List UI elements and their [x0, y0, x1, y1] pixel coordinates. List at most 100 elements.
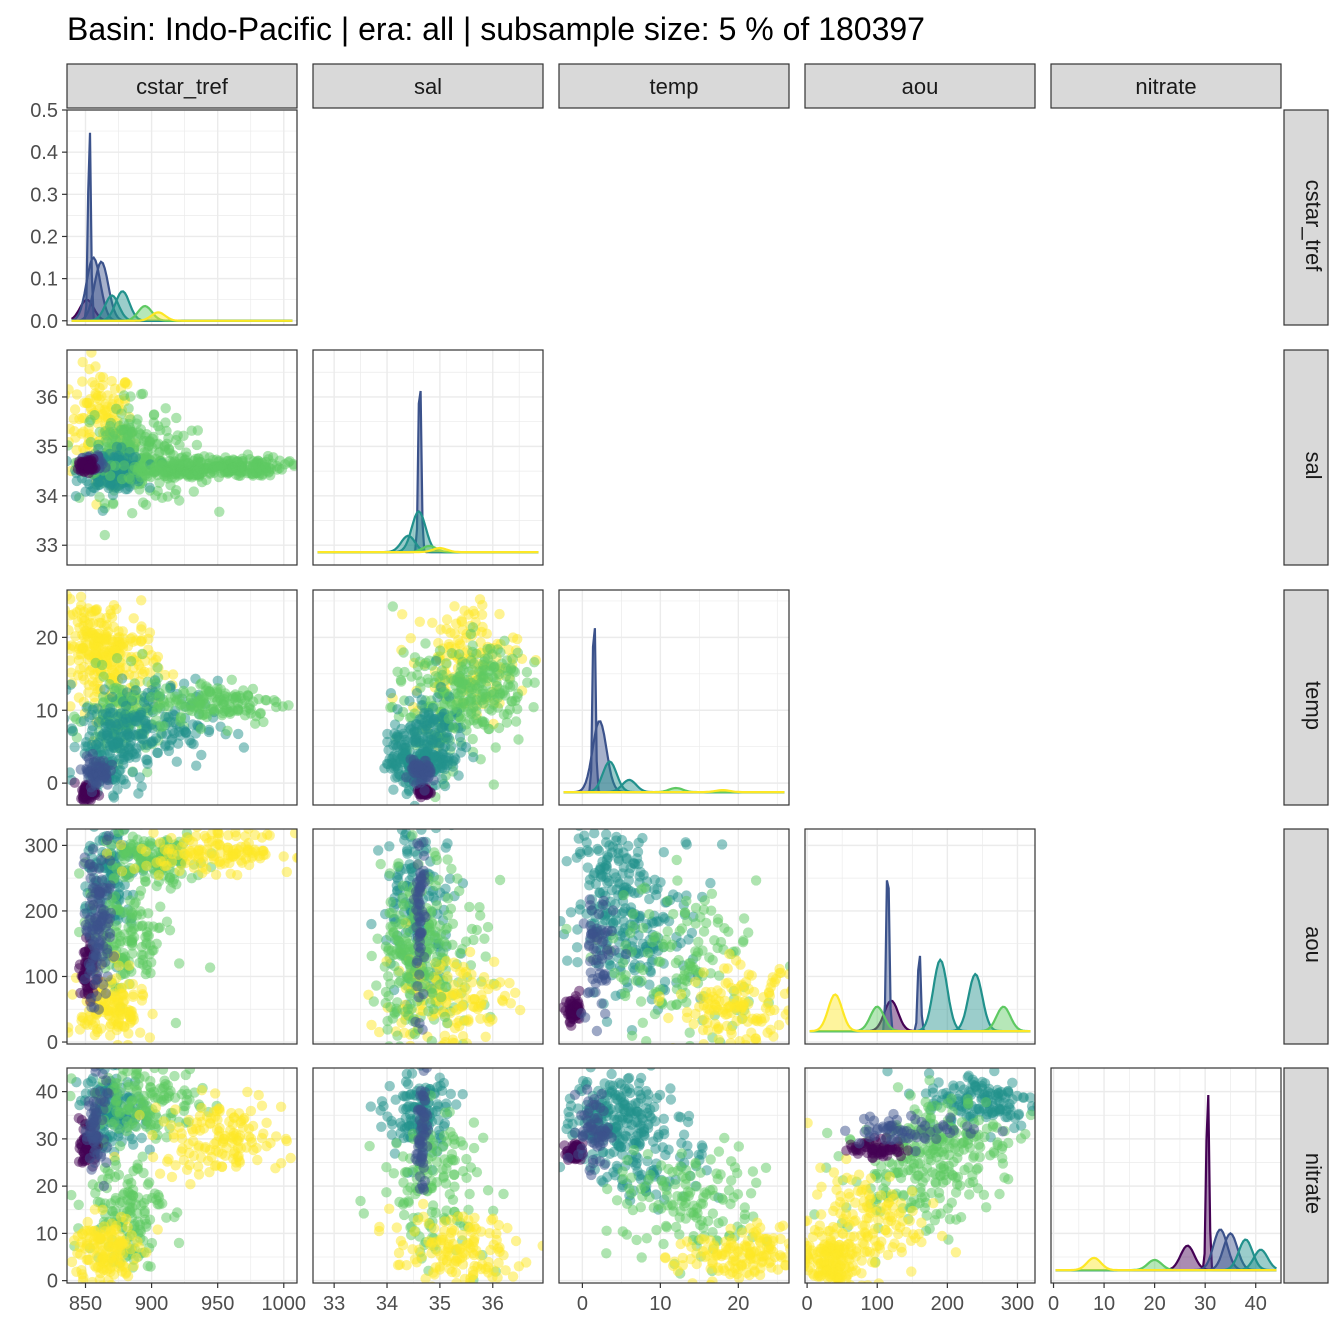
scatter-point — [167, 669, 179, 680]
scatter-point — [99, 771, 111, 782]
scatter-point — [476, 979, 488, 990]
scatter-point — [601, 829, 612, 840]
scatter-point — [228, 845, 239, 856]
scatter-point — [293, 852, 297, 863]
scatter-point — [443, 713, 454, 724]
scatter-point — [501, 717, 512, 728]
scatter-point — [102, 971, 113, 982]
scatter-point — [384, 1041, 394, 1044]
scatter-point — [126, 692, 137, 703]
scatter-point — [214, 462, 225, 473]
scatter-point — [395, 1045, 405, 1055]
scatter-point — [400, 863, 412, 874]
scatter-point — [784, 961, 789, 972]
scatter-point — [610, 990, 621, 1001]
scatter-point — [505, 998, 516, 1009]
scatter-point — [136, 995, 148, 1006]
scatter-point — [412, 955, 423, 966]
scatter-point — [112, 1039, 123, 1044]
strip-background — [558, 63, 790, 109]
scatter-point — [620, 817, 630, 827]
scatter-point — [698, 1039, 709, 1044]
scatter-point — [116, 982, 128, 993]
scatter-point — [78, 443, 89, 454]
scatter-point — [447, 918, 459, 929]
scatter-point — [163, 711, 174, 723]
scatter-point — [620, 970, 631, 981]
scatter-point — [69, 741, 80, 753]
scatter-point — [93, 898, 104, 909]
scatter-point — [228, 693, 239, 704]
scatter-point — [488, 688, 500, 699]
scatter-point — [147, 433, 158, 444]
panel-temp-vs-temp — [558, 589, 790, 806]
scatter-point — [499, 690, 511, 701]
scatter-point — [383, 744, 394, 756]
scatter-point — [174, 958, 185, 969]
scatter-point — [253, 462, 264, 473]
scatter-point — [125, 414, 136, 425]
scatter-point — [135, 424, 146, 435]
scatter-point — [401, 932, 413, 943]
scatter-point — [109, 991, 121, 1002]
scatter-point — [178, 430, 189, 441]
scatter-point — [186, 425, 197, 436]
scatter-point — [589, 829, 600, 839]
scatter-point — [161, 860, 172, 871]
scatter-point — [441, 658, 452, 669]
scatter-point — [405, 990, 416, 1001]
scatter-point — [634, 962, 646, 973]
scatter-point — [169, 728, 180, 739]
scatter-point — [83, 463, 95, 474]
scatter-point — [387, 601, 398, 612]
scatter-point — [155, 901, 166, 912]
scatter-point — [642, 947, 654, 959]
scatter-point — [161, 916, 173, 927]
scatter-point — [442, 971, 453, 982]
scatter-point — [436, 991, 447, 1003]
scatter-point — [431, 956, 442, 968]
scatter-point — [674, 925, 685, 937]
scatter-point — [192, 829, 203, 833]
scatter-point — [474, 902, 485, 913]
scatter-point — [90, 657, 101, 669]
scatter-point — [119, 906, 130, 918]
strip-label: sal — [1301, 451, 1326, 479]
scatter-point — [262, 829, 273, 840]
scatter-point — [477, 716, 488, 728]
scatter-point — [504, 977, 515, 989]
scatter-point — [138, 734, 149, 745]
scatter-point — [574, 846, 586, 858]
scatter-point — [446, 741, 457, 752]
scatter-point — [386, 907, 397, 918]
scatter-point — [100, 817, 110, 827]
scatter-point — [408, 894, 420, 905]
scatter-point — [141, 721, 152, 732]
scatter-point — [414, 616, 425, 627]
scatter-point — [617, 957, 629, 968]
scatter-point — [414, 1018, 425, 1029]
scatter-point — [427, 617, 438, 628]
strip-background — [312, 63, 544, 109]
scatter-point — [125, 474, 136, 485]
scatter-point — [129, 863, 140, 874]
scatter-point — [462, 674, 474, 685]
scatter-point — [140, 876, 151, 887]
scatter-point — [157, 492, 168, 503]
scatter-point — [513, 734, 524, 745]
scatter-point — [419, 876, 430, 888]
scatter-point — [682, 976, 693, 987]
scatter-point — [143, 908, 154, 919]
scatter-point — [442, 759, 453, 771]
scatter-point — [153, 922, 164, 934]
scatter-point — [249, 829, 261, 841]
scatter-point — [738, 913, 750, 924]
scatter-point — [512, 703, 523, 715]
scatter-point — [757, 1045, 767, 1055]
scatter-point — [401, 955, 413, 966]
scatter-point — [461, 719, 472, 730]
scatter-point — [453, 634, 464, 646]
scatter-point — [474, 594, 486, 605]
scatter-point — [147, 736, 159, 747]
scatter-point — [429, 713, 441, 725]
